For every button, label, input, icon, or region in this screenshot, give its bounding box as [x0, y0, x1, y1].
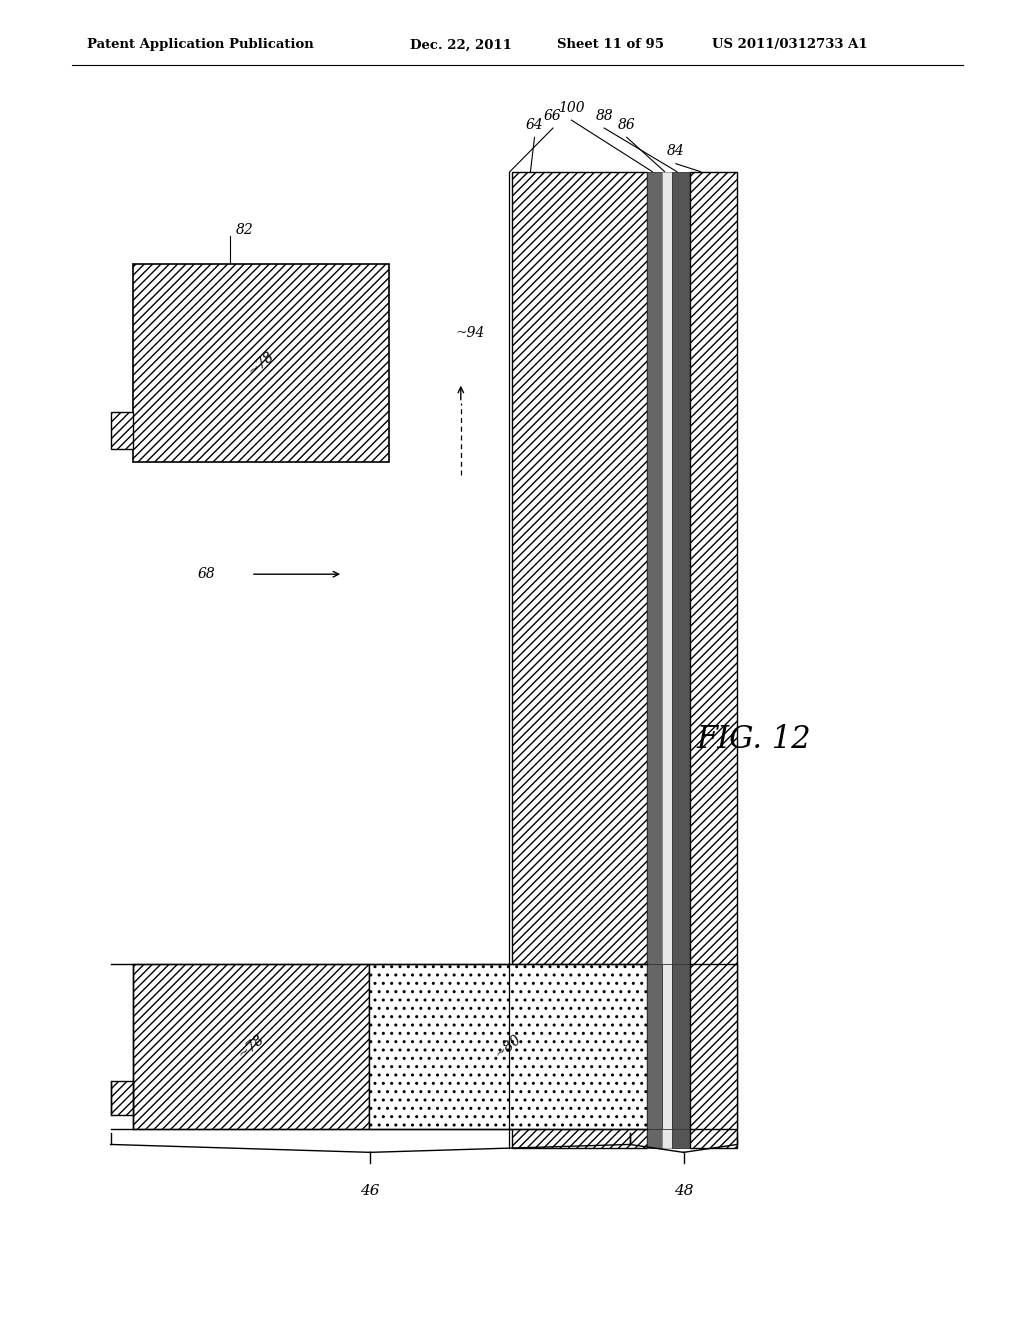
Text: ~80: ~80 — [493, 1031, 523, 1061]
Text: Sheet 11 of 95: Sheet 11 of 95 — [557, 38, 664, 51]
Bar — [512, 172, 647, 1148]
Bar — [111, 1081, 133, 1115]
Bar — [672, 964, 690, 1129]
Text: Patent Application Publication: Patent Application Publication — [87, 38, 313, 51]
Bar — [647, 172, 662, 1148]
Text: 48: 48 — [674, 1184, 693, 1199]
Text: 84: 84 — [667, 144, 685, 158]
Text: FIG. 12: FIG. 12 — [696, 723, 811, 755]
Bar — [662, 964, 672, 1129]
Text: ~78: ~78 — [246, 348, 276, 378]
Text: 68: 68 — [198, 568, 215, 581]
Text: 46: 46 — [360, 1184, 380, 1199]
Text: 88: 88 — [595, 108, 613, 123]
Text: 66: 66 — [544, 108, 562, 123]
Bar — [647, 964, 662, 1129]
Bar — [690, 172, 737, 1148]
Text: Dec. 22, 2011: Dec. 22, 2011 — [410, 38, 511, 51]
Text: 86: 86 — [617, 117, 636, 132]
Bar — [672, 172, 690, 1148]
Bar — [690, 964, 737, 1129]
Text: ~94: ~94 — [456, 326, 485, 339]
Bar — [662, 172, 672, 1148]
Text: 82: 82 — [236, 223, 253, 236]
Bar — [369, 964, 647, 1129]
Bar — [133, 964, 369, 1129]
Bar — [133, 264, 389, 462]
Text: US 2011/0312733 A1: US 2011/0312733 A1 — [712, 38, 867, 51]
Bar — [111, 412, 133, 449]
Text: 64: 64 — [525, 117, 544, 132]
Text: ~78: ~78 — [236, 1031, 266, 1061]
Text: 100: 100 — [558, 100, 585, 115]
